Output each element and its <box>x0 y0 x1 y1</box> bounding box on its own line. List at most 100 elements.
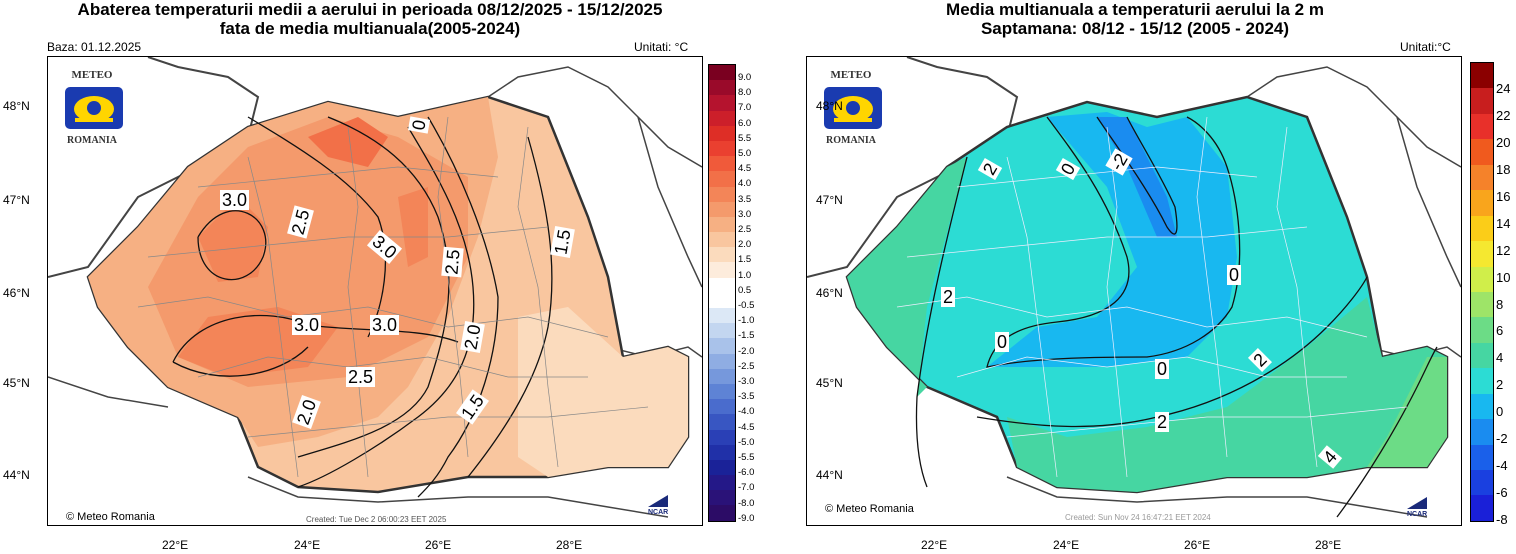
right-lon-label: 22°E <box>921 538 948 552</box>
colorbar-swatch <box>709 429 735 445</box>
colorbar-label: 22 <box>1496 107 1511 123</box>
logo-top-text: METEO <box>830 69 872 81</box>
right-title-line1: Media multianuala a temperaturii aerului… <box>946 0 1324 19</box>
colorbar-swatch <box>1471 215 1493 242</box>
colorbar-swatch <box>709 201 735 217</box>
colorbar-swatch <box>1471 317 1493 343</box>
colorbar-label: -6.0 <box>738 467 755 479</box>
right-lat-label: 44°N <box>816 468 843 482</box>
colorbar-label: 10 <box>1496 269 1511 285</box>
right-lat-label: 48°N <box>816 99 843 113</box>
colorbar-label: -4.0 <box>738 406 755 418</box>
colorbar-swatch <box>709 323 735 339</box>
colorbar-label: -3.0 <box>738 376 755 387</box>
colorbar-swatch <box>1471 139 1493 165</box>
right-contour-label: 2 <box>1155 412 1170 432</box>
left-credit: © Meteo Romania <box>66 511 155 523</box>
colorbar-swatch <box>709 368 735 384</box>
colorbar-swatch <box>1471 241 1493 267</box>
colorbar-swatch <box>709 125 735 141</box>
colorbar-label: -5.5 <box>738 452 755 463</box>
colorbar-label: 14 <box>1496 215 1511 231</box>
right-ncar-text: NCAR <box>1407 511 1428 518</box>
colorbar-label: 5.0 <box>738 148 752 159</box>
colorbar-label: 12 <box>1496 242 1511 258</box>
left-colorbar <box>708 64 736 522</box>
colorbar-swatch <box>709 490 735 506</box>
colorbar-swatch <box>1471 470 1493 496</box>
colorbar-label: 8 <box>1496 296 1504 312</box>
colorbar-label: 4.5 <box>738 163 752 175</box>
right-contour-label: 2 <box>941 287 956 307</box>
right-lat-label: 45°N <box>816 376 843 390</box>
colorbar-label: -9.0 <box>738 512 755 524</box>
left-ncar-logo: NCAR <box>648 495 668 516</box>
logo-bottom-text: ROMANIA <box>826 135 876 146</box>
colorbar-swatch <box>1471 419 1493 445</box>
right-credit-text: Meteo Romania <box>836 503 914 515</box>
left-title-line1: Abaterea temperaturii medii a aerului in… <box>77 0 663 19</box>
colorbar-label: 3.5 <box>738 193 752 205</box>
colorbar-label: 2.5 <box>738 224 752 235</box>
colorbar-swatch <box>709 216 735 233</box>
colorbar-swatch <box>709 140 735 157</box>
right-title-line2: Saptamana: 08/12 - 15/12 (2005 - 2024) <box>980 19 1290 38</box>
colorbar-label: -0.5 <box>738 300 755 311</box>
right-contour-label: 0 <box>1155 359 1170 379</box>
colorbar-label: -7.0 <box>738 482 755 494</box>
colorbar-label: 1.5 <box>738 254 752 266</box>
colorbar-swatch <box>1471 291 1493 318</box>
left-lon-label: 22°E <box>162 538 189 552</box>
colorbar-label: 7.0 <box>738 102 752 114</box>
left-lat-label: 48°N <box>3 99 30 113</box>
colorbar-swatch <box>1471 266 1493 292</box>
colorbar-swatch <box>1471 190 1493 216</box>
left-title-line2: fata de media multianuala(2005-2024) <box>219 19 521 38</box>
colorbar-label: 20 <box>1496 134 1511 150</box>
left-units: Unitati: °C <box>634 40 689 54</box>
colorbar-label: 9.0 <box>738 72 752 83</box>
right-contour-label: 0 <box>1227 265 1242 285</box>
colorbar-swatch <box>1471 368 1493 394</box>
left-lon-label: 24°E <box>294 538 321 552</box>
colorbar-swatch <box>709 232 735 248</box>
colorbar-label: -5.0 <box>738 436 755 448</box>
colorbar-swatch <box>709 459 735 476</box>
meteo-romania-logo: METEO ROMANIA <box>817 69 885 151</box>
right-lat-label: 46°N <box>816 286 843 300</box>
colorbar-swatch <box>1471 164 1493 191</box>
right-lat-label: 47°N <box>816 193 843 207</box>
colorbar-swatch <box>709 475 735 491</box>
colorbar-swatch <box>709 444 735 460</box>
left-lon-label: 28°E <box>556 538 583 552</box>
colorbar-label: 6 <box>1496 323 1504 339</box>
colorbar-swatch <box>1471 342 1493 369</box>
colorbar-label: 4 <box>1496 350 1504 366</box>
left-map-panel: 3.0 2.5 3.0 2.5 3.0 3.0 2.5 2.0 1.5 2.0 … <box>47 56 703 526</box>
colorbar-label: -8 <box>1496 512 1508 528</box>
colorbar-swatch <box>1471 113 1493 140</box>
colorbar-swatch <box>709 353 735 369</box>
colorbar-swatch <box>709 156 735 172</box>
left-contour-label: 2.5 <box>441 246 464 278</box>
right-colorbar <box>1470 62 1494 522</box>
colorbar-label: -1.0 <box>738 315 755 327</box>
right-created: Created: Sun Nov 24 16:47:21 EET 2024 <box>1065 513 1211 522</box>
left-contour-label: 2.5 <box>346 367 376 387</box>
right-credit: © Meteo Romania <box>825 503 914 515</box>
right-map-svg <box>807 57 1461 518</box>
colorbar-label: 2.0 <box>738 239 752 251</box>
colorbar-swatch <box>1471 495 1493 521</box>
right-contour-label: 0 <box>995 332 1010 352</box>
colorbar-label: 18 <box>1496 161 1511 177</box>
left-map-svg <box>48 57 702 518</box>
ncar-icon <box>648 495 668 507</box>
colorbar-swatch <box>1471 63 1493 89</box>
colorbar-label: 16 <box>1496 188 1511 204</box>
colorbar-label: 24 <box>1496 81 1511 96</box>
colorbar-label: 2 <box>1496 377 1504 393</box>
meteo-romania-logo: METEO ROMANIA <box>58 69 126 151</box>
colorbar-label: 5.5 <box>738 132 752 144</box>
right-map-panel: 2 0 -2 2 0 0 0 2 2 4 METEO ROMANIA © Met… <box>806 56 1462 526</box>
colorbar-swatch <box>709 262 735 278</box>
